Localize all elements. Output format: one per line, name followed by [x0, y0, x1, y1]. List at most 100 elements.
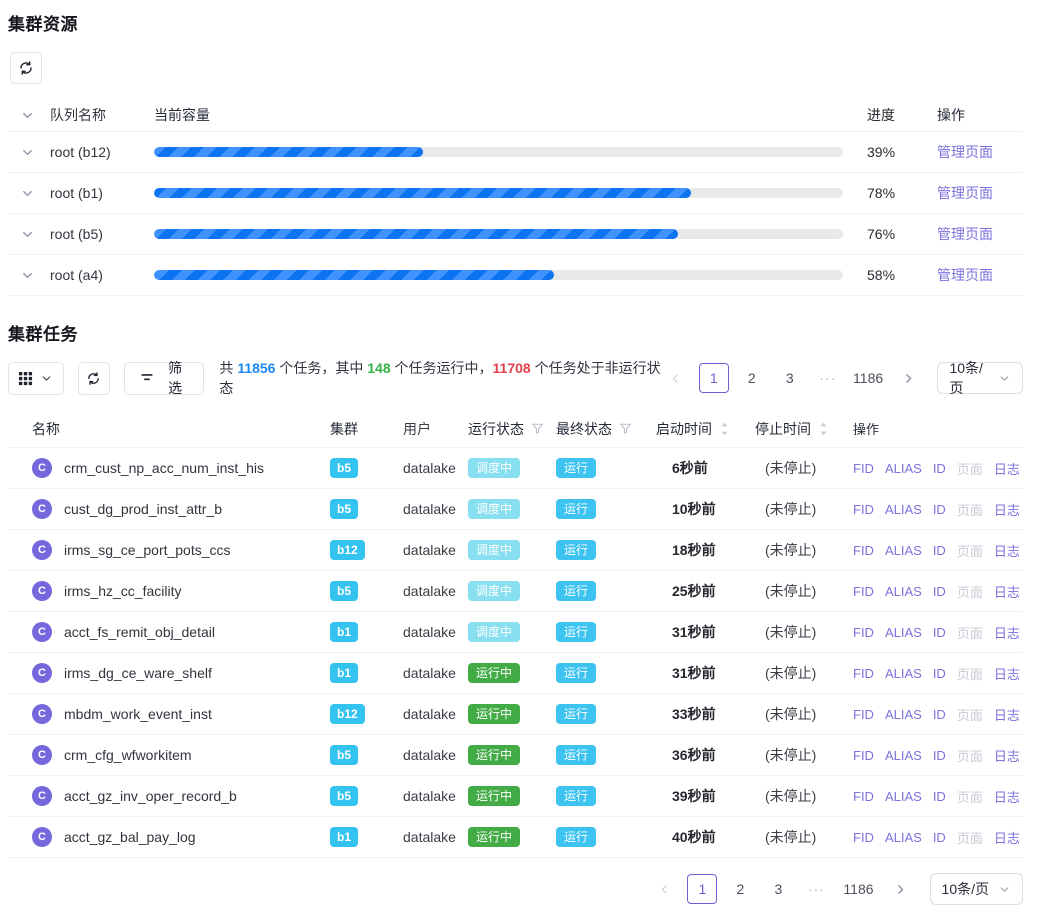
filter-funnel-icon[interactable] [619, 422, 632, 435]
log-link[interactable]: 日志 [993, 461, 1020, 477]
run-state-badge: 调度中 [468, 499, 521, 519]
alias-link[interactable]: ALIAS [884, 706, 922, 722]
manage-page-link[interactable]: 管理页面 [937, 267, 993, 283]
page-ellipsis[interactable]: ··· [801, 874, 832, 904]
user-name: datalake [403, 829, 456, 845]
fid-link[interactable]: FID [853, 460, 874, 476]
id-link[interactable]: ID [932, 665, 946, 681]
task-row: C irms_dg_ce_ware_shelf b1 datalake 运行中 … [8, 653, 1023, 694]
id-link[interactable]: ID [932, 829, 946, 845]
id-link[interactable]: ID [932, 583, 946, 599]
task-row: C acct_fs_remit_obj_detail b1 datalake 调… [8, 612, 1023, 653]
manage-page-link[interactable]: 管理页面 [937, 144, 993, 160]
log-link[interactable]: 日志 [993, 625, 1020, 641]
capacity-progress-bar [154, 229, 843, 239]
stop-time: (未停止) [765, 829, 817, 845]
alias-link[interactable]: ALIAS [884, 788, 922, 804]
id-link[interactable]: ID [932, 542, 946, 558]
page-2-button[interactable]: 2 [725, 874, 756, 904]
page-3-button[interactable]: 3 [763, 874, 794, 904]
alias-link[interactable]: ALIAS [884, 665, 922, 681]
log-link[interactable]: 日志 [993, 830, 1020, 846]
alias-link[interactable]: ALIAS [884, 501, 922, 517]
cluster-badge: b1 [330, 663, 359, 683]
id-link[interactable]: ID [932, 624, 946, 640]
queue-row: root (a4) 58% 管理页面 [8, 255, 1023, 296]
page-last-button[interactable]: 1186 [850, 363, 886, 393]
log-link[interactable]: 日志 [993, 789, 1020, 805]
progress-percent: 58% [867, 267, 896, 283]
next-page-icon[interactable] [893, 363, 924, 393]
alias-link[interactable]: ALIAS [884, 624, 922, 640]
id-link[interactable]: ID [932, 501, 946, 517]
task-row: C acct_gz_inv_oper_record_b b5 datalake … [8, 776, 1023, 817]
task-count-summary: 共 11856 个任务，其中 148 个任务运行中，11708 个任务处于非运行… [219, 358, 660, 398]
tasks-refresh-button[interactable] [77, 361, 110, 395]
column-settings-button[interactable] [8, 361, 64, 395]
capacity-progress-bar [154, 270, 843, 280]
fid-link[interactable]: FID [853, 624, 874, 640]
task-name: crm_cfg_wfworkitem [64, 747, 192, 763]
page-ellipsis[interactable]: ··· [812, 363, 843, 393]
log-link[interactable]: 日志 [993, 543, 1020, 559]
page-last-button[interactable]: 1186 [839, 874, 878, 904]
prev-page-icon[interactable] [649, 874, 680, 904]
task-row: C crm_cust_np_acc_num_inst_his b5 datala… [8, 448, 1023, 489]
filter-button[interactable]: 筛选 [123, 360, 205, 396]
prev-page-icon[interactable] [660, 363, 691, 393]
pager-top: 1 2 3 ··· 1186 10条/页 [660, 360, 1023, 396]
stop-time: (未停止) [765, 583, 817, 599]
page-1-button[interactable]: 1 [687, 874, 718, 904]
start-time: 33秒前 [672, 706, 716, 722]
manage-page-link[interactable]: 管理页面 [937, 185, 993, 201]
id-link[interactable]: ID [932, 460, 946, 476]
collapse-all-chevron-icon[interactable] [20, 108, 50, 123]
id-link[interactable]: ID [932, 706, 946, 722]
id-link[interactable]: ID [932, 788, 946, 804]
fid-link[interactable]: FID [853, 583, 874, 599]
page-2-button[interactable]: 2 [736, 363, 767, 393]
expand-chevron-icon[interactable] [20, 145, 50, 160]
queue-row: root (b12) 39% 管理页面 [8, 132, 1023, 173]
sort-icon[interactable] [819, 422, 828, 436]
expand-chevron-icon[interactable] [20, 186, 50, 201]
run-state-badge: 调度中 [468, 540, 521, 560]
alias-link[interactable]: ALIAS [884, 583, 922, 599]
fid-link[interactable]: FID [853, 747, 874, 763]
filter-funnel-icon[interactable] [531, 422, 544, 435]
fid-link[interactable]: FID [853, 788, 874, 804]
fid-link[interactable]: FID [853, 665, 874, 681]
expand-chevron-icon[interactable] [20, 268, 50, 283]
page-1-button[interactable]: 1 [698, 363, 729, 393]
log-link[interactable]: 日志 [993, 502, 1020, 518]
alias-link[interactable]: ALIAS [884, 747, 922, 763]
start-time: 39秒前 [672, 788, 716, 804]
fid-link[interactable]: FID [853, 542, 874, 558]
chevron-down-icon [998, 372, 1011, 385]
resources-refresh-button[interactable] [10, 52, 42, 84]
cluster-badge: b1 [330, 827, 359, 847]
alias-link[interactable]: ALIAS [884, 460, 922, 476]
next-page-icon[interactable] [885, 874, 916, 904]
log-link[interactable]: 日志 [993, 584, 1020, 600]
page-size-select[interactable]: 10条/页 [929, 873, 1023, 905]
fid-link[interactable]: FID [853, 706, 874, 722]
log-link[interactable]: 日志 [993, 707, 1020, 723]
task-name: cust_dg_prod_inst_attr_b [64, 501, 222, 517]
summary-text: 个任务，其中 [275, 360, 368, 376]
avatar: C [32, 581, 52, 601]
log-link[interactable]: 日志 [993, 666, 1020, 682]
alias-link[interactable]: ALIAS [884, 542, 922, 558]
expand-chevron-icon[interactable] [20, 227, 50, 242]
page-size-select[interactable]: 10条/页 [937, 360, 1023, 396]
page-3-button[interactable]: 3 [774, 363, 805, 393]
fid-link[interactable]: FID [853, 829, 874, 845]
fid-link[interactable]: FID [853, 501, 874, 517]
sort-icon[interactable] [720, 422, 729, 436]
manage-page-link[interactable]: 管理页面 [937, 226, 993, 242]
page-link: 页面 [956, 502, 983, 518]
id-link[interactable]: ID [932, 747, 946, 763]
user-name: datalake [403, 665, 456, 681]
log-link[interactable]: 日志 [993, 748, 1020, 764]
alias-link[interactable]: ALIAS [884, 829, 922, 845]
